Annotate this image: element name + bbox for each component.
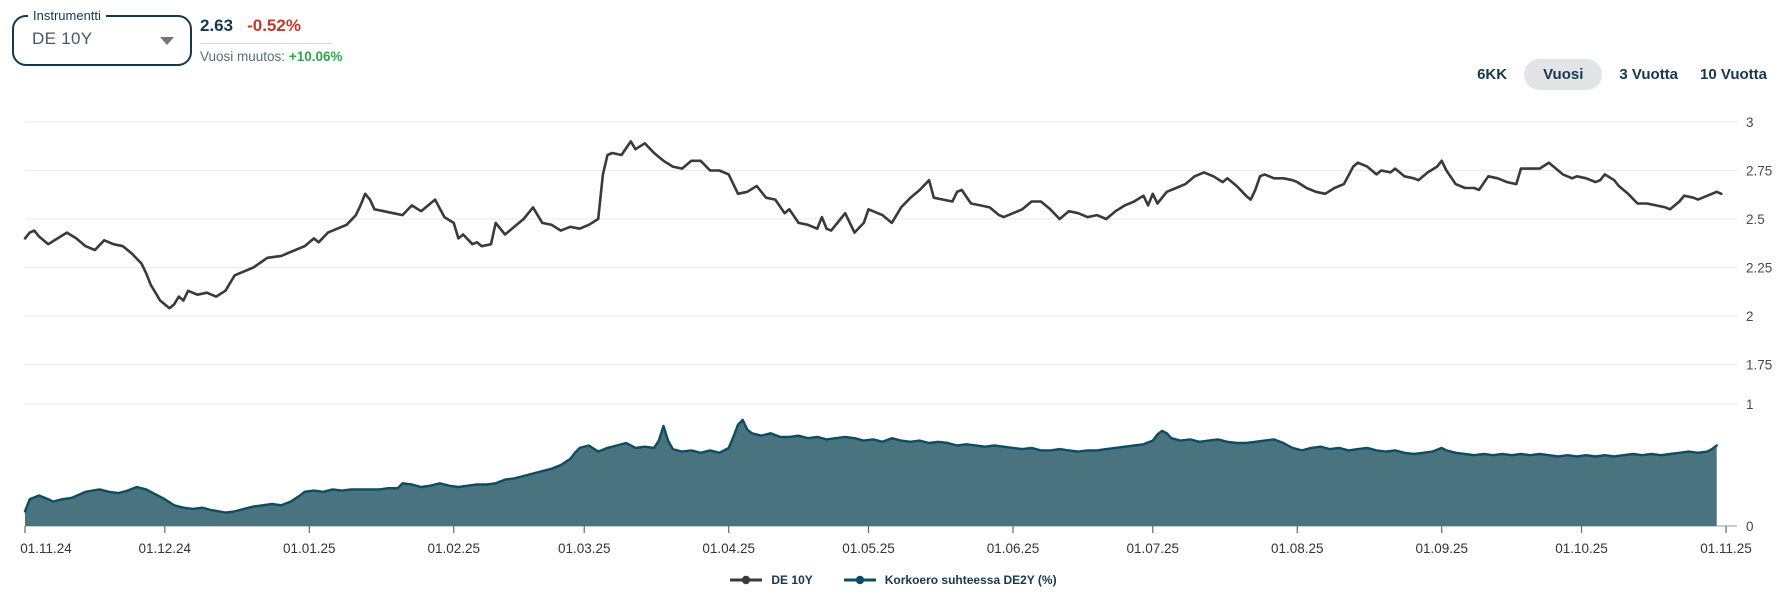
line-marker-icon: [843, 575, 876, 585]
svg-text:01.11.24: 01.11.24: [20, 541, 72, 556]
svg-text:01.12.24: 01.12.24: [139, 541, 192, 556]
y-axis-labels: 3 2.75 2.5 2.25 2 1.75 1 0: [1746, 115, 1772, 534]
legend-label-de10y: DE 10Y: [771, 573, 813, 587]
svg-text:0: 0: [1746, 519, 1754, 534]
svg-text:2: 2: [1746, 309, 1754, 324]
spread-area-series: [25, 419, 1717, 526]
range-selector: 6KK Vuosi 3 Vuotta 10 Vuotta: [1472, 59, 1772, 90]
chart-legend: DE 10Y Korkoero suhteessa DE2Y (%): [0, 573, 1786, 587]
svg-text:01.02.25: 01.02.25: [427, 541, 480, 556]
quote-block: 2.63 -0.52% Vuosi muutos: +10.06%: [200, 16, 342, 64]
svg-text:3: 3: [1746, 115, 1754, 130]
line-marker-icon: [730, 575, 763, 585]
year-change-label: Vuosi muutos:: [200, 49, 286, 64]
grid-lines: [25, 121, 1737, 527]
svg-text:01.04.25: 01.04.25: [702, 541, 755, 556]
svg-text:01.06.25: 01.06.25: [987, 541, 1040, 556]
instrument-select-label: Instrumentti: [28, 8, 106, 23]
legend-item-de10y[interactable]: DE 10Y: [729, 573, 813, 587]
svg-text:2.5: 2.5: [1746, 212, 1765, 227]
svg-text:01.09.25: 01.09.25: [1415, 541, 1468, 556]
svg-text:01.05.25: 01.05.25: [842, 541, 895, 556]
svg-text:2.25: 2.25: [1746, 261, 1772, 276]
spread-area-top-stroke: [23, 418, 1718, 514]
yield-line-series: [23, 140, 1723, 310]
svg-text:01.07.25: 01.07.25: [1127, 541, 1180, 556]
year-change-value: +10.06%: [288, 49, 343, 64]
svg-text:01.03.25: 01.03.25: [558, 541, 611, 556]
svg-text:01.01.25: 01.01.25: [283, 541, 336, 556]
legend-label-korkoero: Korkoero suhteessa DE2Y (%): [884, 573, 1057, 587]
svg-text:01.11.25: 01.11.25: [1700, 541, 1752, 556]
range-button-10-vuotta[interactable]: 10 Vuotta: [1695, 59, 1772, 90]
price-value: 2.63: [200, 16, 234, 35]
range-button-vuosi[interactable]: Vuosi: [1524, 59, 1603, 90]
svg-text:1.75: 1.75: [1746, 358, 1772, 373]
change-percent: -0.52%: [247, 16, 301, 35]
range-button-6kk[interactable]: 6KK: [1472, 59, 1512, 90]
legend-item-korkoero[interactable]: Korkoero suhteessa DE2Y (%): [843, 573, 1057, 587]
instrument-select-value: DE 10Y: [32, 29, 93, 48]
range-button-3-vuotta[interactable]: 3 Vuotta: [1614, 59, 1683, 90]
svg-text:1: 1: [1746, 397, 1754, 412]
instrument-select[interactable]: Instrumentti DE 10Y: [12, 8, 192, 66]
svg-text:01.08.25: 01.08.25: [1271, 541, 1324, 556]
svg-text:2.75: 2.75: [1746, 164, 1772, 179]
x-axis: 01.11.24 01.12.24 01.01.25 01.02.25 01.03.25…: [20, 526, 1752, 556]
chevron-down-icon: [160, 37, 174, 45]
svg-text:01.10.25: 01.10.25: [1555, 541, 1608, 556]
quote-divider: [200, 43, 333, 44]
